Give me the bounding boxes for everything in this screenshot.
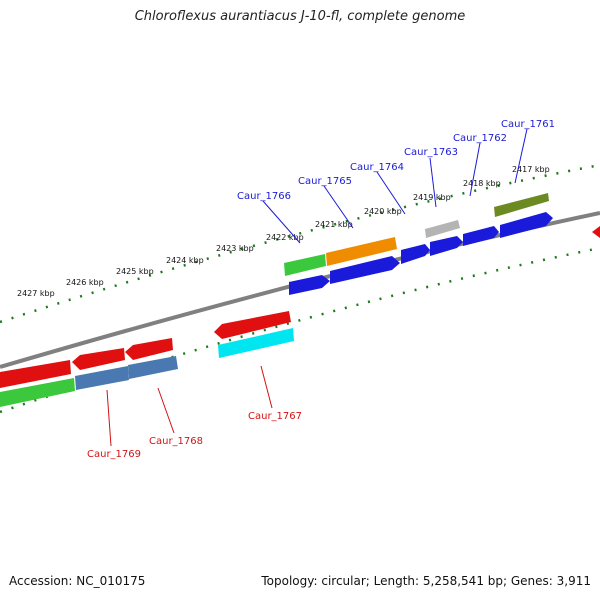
leader-lines-bottom [106,365,273,447]
gene-arrow-green[interactable] [0,378,75,407]
gene-label: Caur_1763 [404,147,458,158]
scale-label: 2425 kbp [116,267,154,276]
scale-label: 2418 kbp [463,179,501,188]
scale-label: 2417 kbp [512,165,550,174]
gene-label: Caur_1761 [501,119,555,130]
reverse-genes [0,311,294,407]
topology-text: Topology: circular; Length: 5,258,541 bp… [261,574,591,588]
gene-arrow-orange[interactable] [326,237,397,266]
gene-arrow-red[interactable] [125,338,173,360]
gene-label: Caur_1768 [149,436,203,447]
scale-label: 2423 kbp [216,244,254,253]
outer-scale-line [0,163,600,324]
scale-label: 2421 kbp [315,220,353,229]
scale-label: 2422 kbp [266,233,304,242]
map-title: Chloroflexus aurantiacus J-10-fl, comple… [134,9,466,24]
gene-arrow-red[interactable] [592,226,600,238]
scale-label: 2426 kbp [66,278,104,287]
gene-label: Caur_1766 [237,191,291,202]
gene-label: Caur_1764 [350,162,404,173]
gene-label: Caur_1769 [87,449,141,460]
gene-arrow-blue[interactable] [330,256,400,284]
gene-arrow-blue[interactable] [401,244,430,264]
forward-genes [284,193,600,295]
gene-arrow-blue[interactable] [463,226,499,246]
gene-arrow-blue[interactable] [500,212,553,238]
gene-labels-top: Caur_1761 Caur_1762 Caur_1763 Caur_1764 … [237,119,555,202]
gene-arrow-blue[interactable] [289,275,330,295]
gene-arrow-red[interactable] [214,311,291,339]
gene-arrow-gray[interactable] [425,220,460,238]
gene-label: Caur_1767 [248,411,302,422]
gene-arrow-green[interactable] [284,254,326,276]
leader-lines-top [262,128,528,244]
gene-arrow-blue[interactable] [430,236,463,256]
scale-label: 2424 kbp [166,256,204,265]
scale-label: 2427 kbp [17,289,55,298]
gene-arrow-steel[interactable] [128,356,178,379]
scale-labels: 2417 kbp 2418 kbp 2419 kbp 2420 kbp 2421… [17,165,550,298]
gene-labels-bottom: Caur_1767 Caur_1768 Caur_1769 [87,411,302,460]
gene-arrow-olive[interactable] [494,193,549,217]
inner-scale-line [0,246,600,414]
gene-arrow-steel[interactable] [75,366,129,390]
accession-text: Accession: NC_010175 [9,574,146,588]
gene-label: Caur_1765 [298,176,352,187]
scale-label: 2419 kbp [413,193,451,202]
gene-arrow-red[interactable] [0,360,71,388]
gene-label: Caur_1762 [453,133,507,144]
gene-arrow-red[interactable] [72,348,125,370]
scale-label: 2420 kbp [364,207,402,216]
gene-arrow-cyan[interactable] [218,328,294,358]
